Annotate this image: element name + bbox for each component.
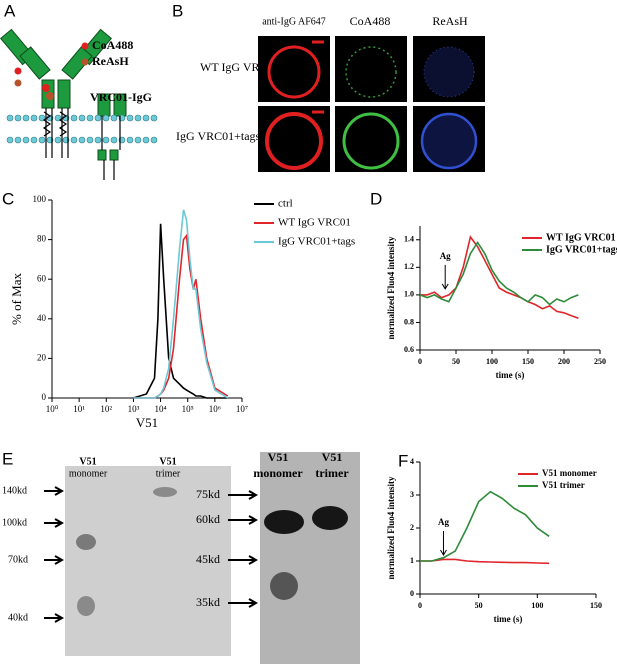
x-tick-label: 250	[594, 357, 606, 366]
lane-label: trimer	[315, 466, 349, 480]
x-tick-label: 10³	[128, 404, 140, 414]
lane-label: monomer	[253, 466, 303, 480]
annotation-label: Ag	[440, 251, 451, 261]
y-tick-label: 0	[42, 392, 47, 402]
x-tick-label: 10⁰	[46, 404, 59, 414]
micrographs	[258, 36, 485, 172]
x-axis-label: time (s)	[494, 614, 523, 624]
lane-label: trimer	[156, 468, 181, 479]
marker-label: 75kd	[196, 487, 220, 501]
column-header: CoA488	[350, 14, 391, 28]
y-tick-label: 0	[410, 589, 414, 598]
legend-label: ctrl	[278, 198, 293, 210]
y-tick-label: 60	[37, 273, 47, 283]
lane-label: V51	[159, 456, 176, 467]
legend-label: CoA488	[92, 38, 133, 52]
series-line	[133, 209, 229, 399]
panel-letter: B	[172, 1, 183, 20]
legend-label: WT IgG VRC01	[546, 232, 616, 243]
y-tick-label: 2	[410, 523, 414, 532]
x-tick-label: 0	[418, 357, 422, 366]
lane-label: V51	[322, 450, 343, 464]
marker-label: 70kd	[8, 554, 28, 565]
lane-label: monomer	[69, 468, 108, 479]
annotation-arrowhead	[441, 283, 449, 290]
marker-label: 35kd	[196, 595, 220, 609]
panel-letter: E	[2, 449, 13, 468]
lane-label: V51	[268, 450, 289, 464]
y-tick-label: 80	[37, 234, 47, 244]
x-tick-label: 100	[531, 601, 543, 610]
y-tick-label: 1.4	[404, 235, 414, 244]
panel-letter: C	[2, 189, 14, 208]
x-tick-label: 50	[452, 357, 460, 366]
legend-label: V51 monomer	[542, 468, 597, 478]
x-tick-label: 50	[475, 601, 483, 610]
marker-label: 40kd	[8, 612, 28, 623]
y-tick-label: 4	[410, 457, 414, 466]
y-tick-label: 0.8	[404, 317, 414, 326]
y-axis-label: % of Max	[9, 273, 24, 325]
column-header: anti-IgG AF647	[262, 16, 326, 27]
x-tick-label: 0	[418, 601, 422, 610]
x-tick-label: 150	[590, 601, 602, 610]
panel-letter: D	[370, 189, 382, 208]
x-tick-label: 100	[486, 357, 498, 366]
gel-images	[65, 452, 360, 664]
y-tick-label: 0.6	[404, 345, 414, 354]
y-axis-label: normalized Fluo4 intensity	[386, 476, 396, 579]
x-axis-label: V51	[136, 415, 158, 430]
marker-label: 100kd	[2, 517, 27, 528]
row-label: IgG VRC01+tags	[176, 129, 261, 143]
x-tick-label: 10⁷	[236, 404, 248, 414]
diagram-label: VRC01-IgG	[90, 90, 152, 104]
legend-label: ReAsH	[92, 54, 129, 68]
x-tick-label: 150	[522, 357, 534, 366]
legend-label: IgG VRC01+tags	[278, 236, 355, 248]
y-tick-label: 20	[37, 352, 47, 362]
legend-label: IgG VRC01+tags	[546, 244, 617, 255]
lane-label: V51	[79, 456, 96, 467]
series-line	[420, 235, 579, 320]
annotation-arrowhead	[440, 549, 447, 556]
x-tick-label: 10⁴	[155, 404, 167, 414]
x-tick-label: 10¹	[73, 404, 85, 414]
series-line	[133, 223, 228, 399]
y-tick-label: 1.0	[404, 290, 414, 299]
series-line	[420, 558, 550, 565]
annotation-label: Ag	[438, 517, 449, 527]
x-tick-label: 10⁵	[182, 404, 194, 414]
antibody-diagram	[0, 28, 158, 180]
x-tick-label: 10²	[100, 404, 112, 414]
y-tick-label: 1	[410, 556, 414, 565]
y-tick-label: 100	[33, 194, 47, 204]
marker-label: 60kd	[196, 512, 220, 526]
y-axis-label: normalized Fluo4 intensity	[386, 236, 396, 339]
panel-letter: F	[398, 451, 408, 470]
series-line	[419, 241, 579, 306]
x-axis-label: time (s)	[496, 370, 525, 380]
series-line	[420, 490, 550, 562]
y-tick-label: 40	[37, 313, 47, 323]
marker-label: 45kd	[196, 552, 220, 566]
legend-label: WT IgG VRC01	[278, 217, 351, 229]
marker-arrows	[44, 486, 259, 623]
y-tick-label: 1.2	[404, 262, 414, 271]
x-tick-label: 200	[558, 357, 570, 366]
series-line	[133, 233, 229, 399]
column-header: ReAsH	[432, 14, 468, 28]
x-tick-label: 10⁶	[209, 404, 221, 414]
legend-label: V51 trimer	[542, 480, 585, 490]
marker-label: 140kd	[2, 485, 27, 496]
y-tick-label: 3	[410, 490, 414, 499]
panel-letter: A	[4, 1, 16, 20]
